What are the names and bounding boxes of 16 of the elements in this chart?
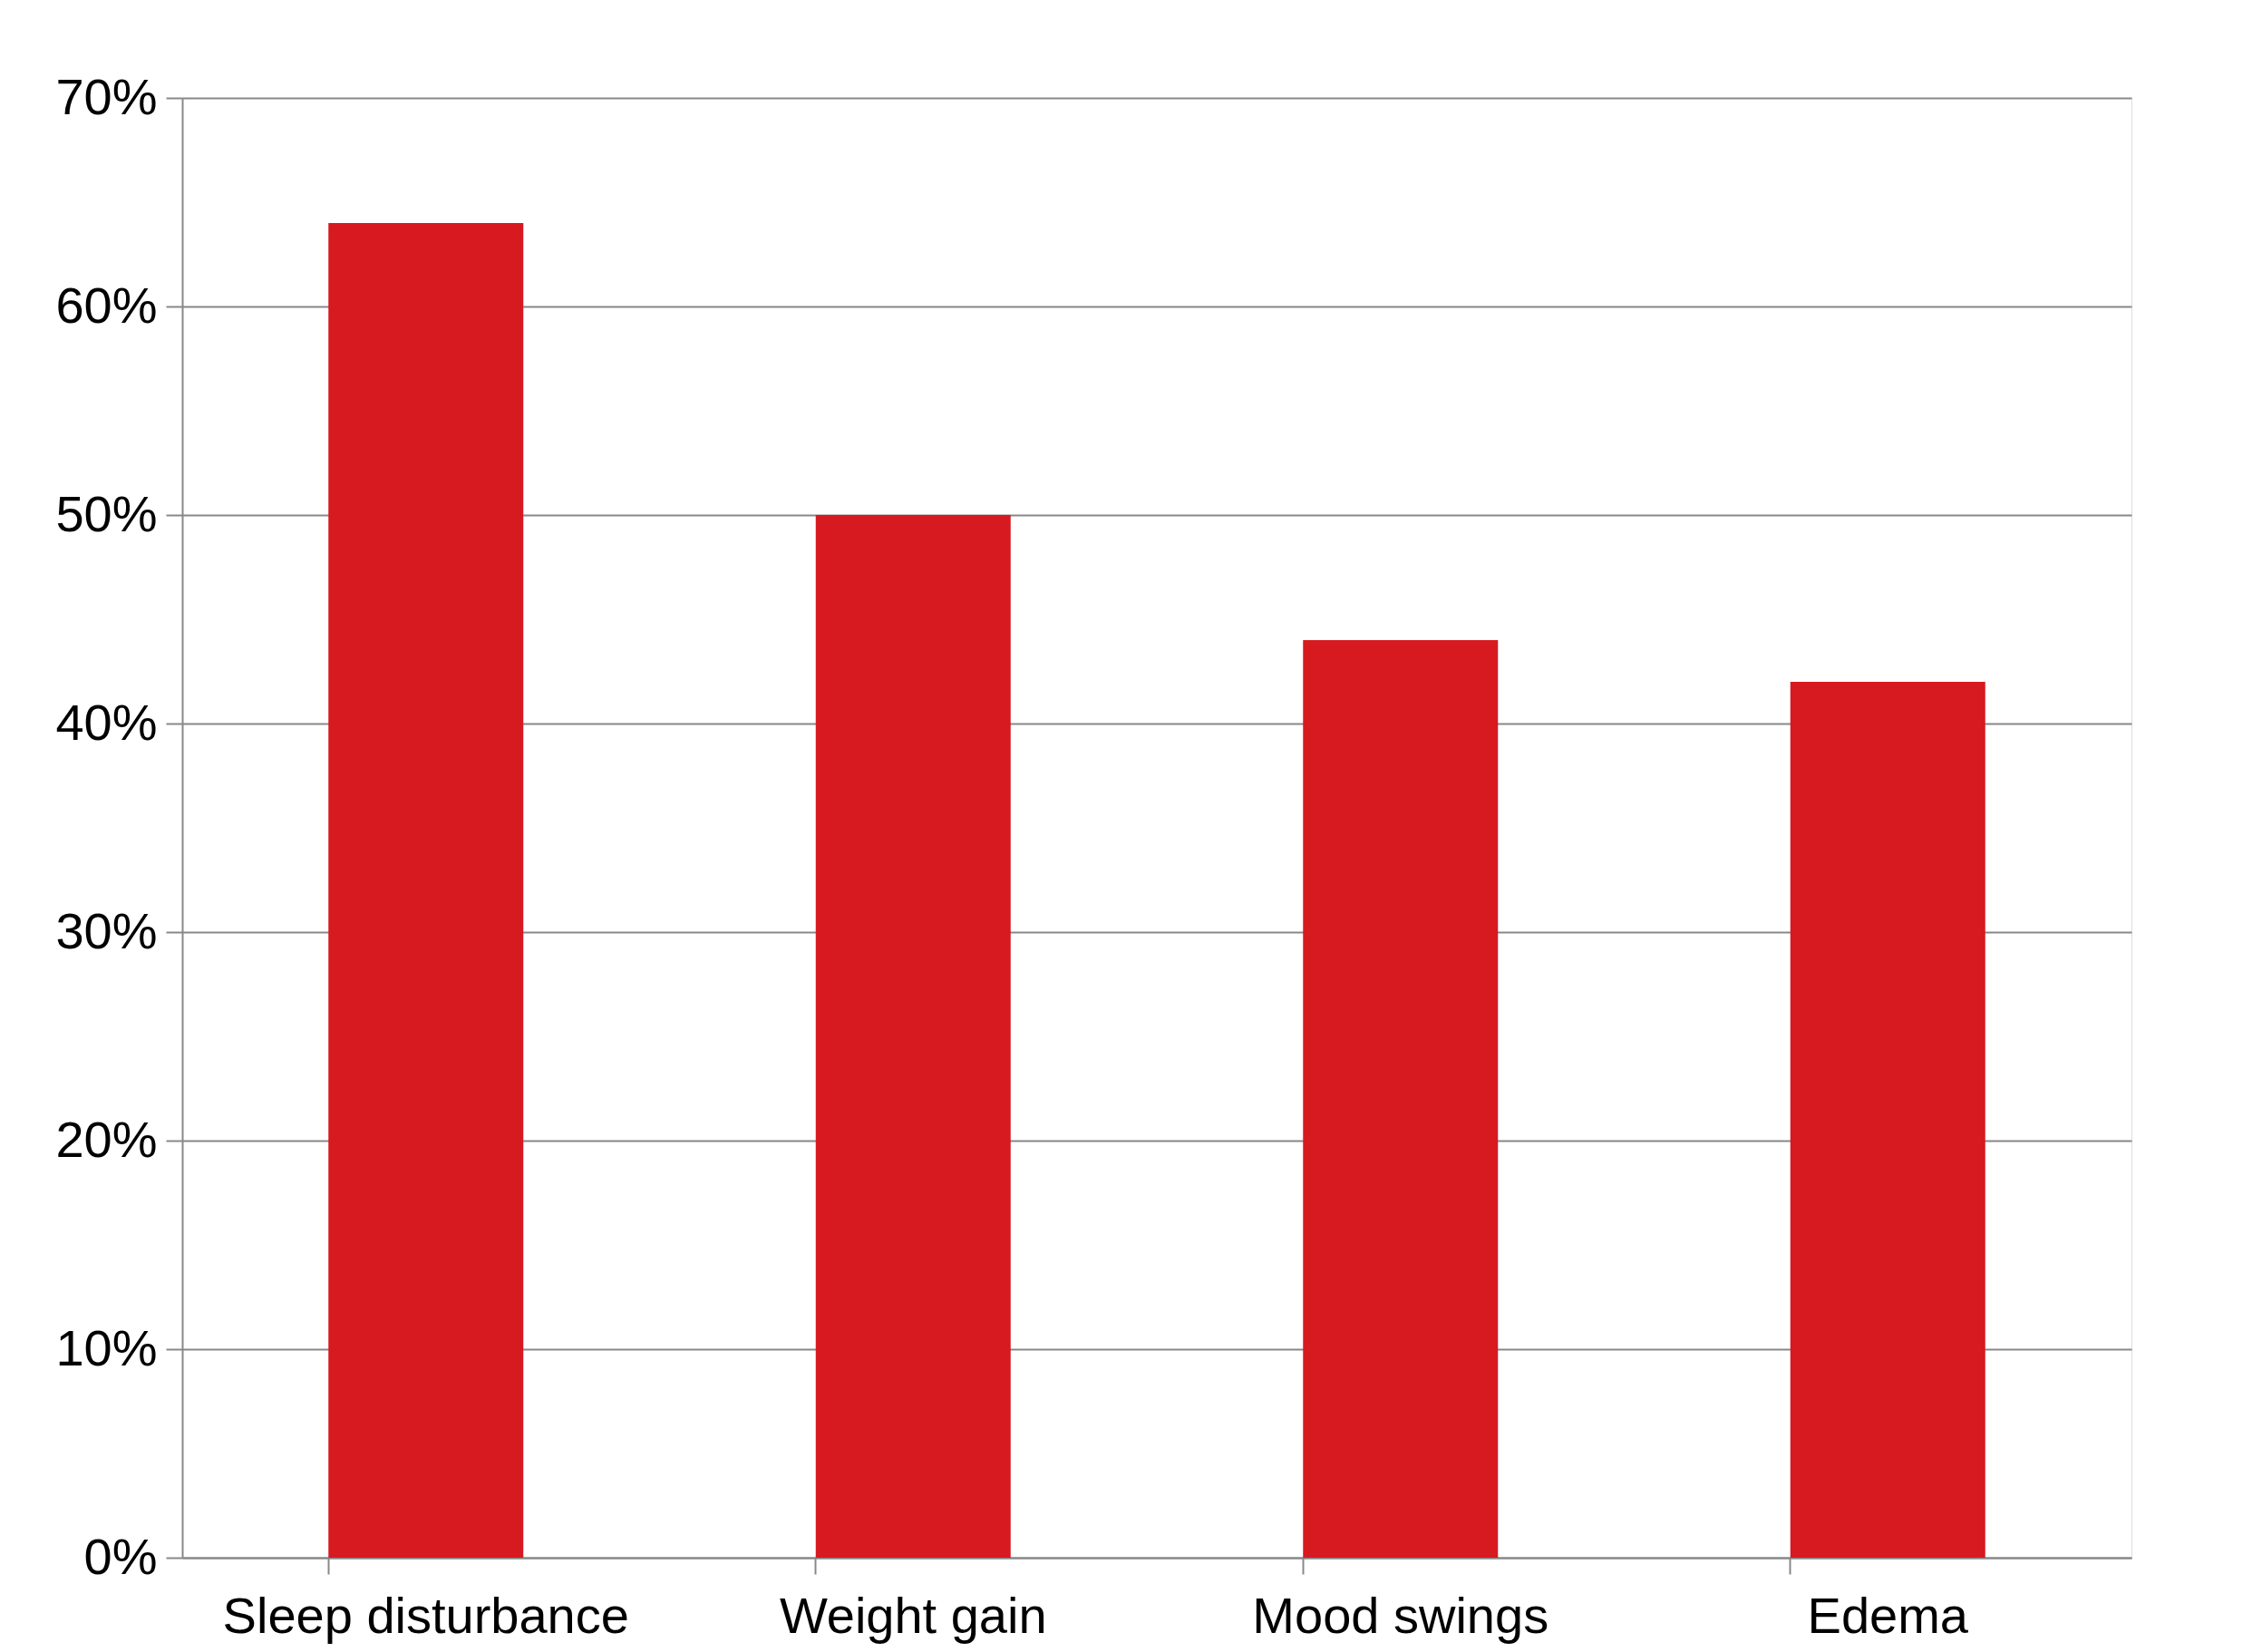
y-tick-label: 60% (55, 276, 158, 334)
y-tick-label: 70% (55, 67, 158, 125)
y-tick-label: 30% (55, 901, 158, 959)
x-tick-label: Edema (1807, 1586, 1969, 1644)
y-tick-label: 0% (83, 1527, 158, 1585)
bar (1790, 682, 1985, 1558)
y-tick-label: 10% (55, 1318, 158, 1376)
y-tick-label: 50% (55, 484, 158, 542)
bar (328, 223, 524, 1558)
x-tick-label: Weight gain (779, 1586, 1047, 1644)
bar (815, 515, 1011, 1558)
y-tick-label: 40% (55, 693, 158, 751)
bar (1303, 640, 1499, 1558)
y-tick-label: 20% (55, 1110, 158, 1168)
x-tick-label: Sleep disturbance (222, 1586, 629, 1644)
x-tick-label: Mood swings (1252, 1586, 1549, 1644)
